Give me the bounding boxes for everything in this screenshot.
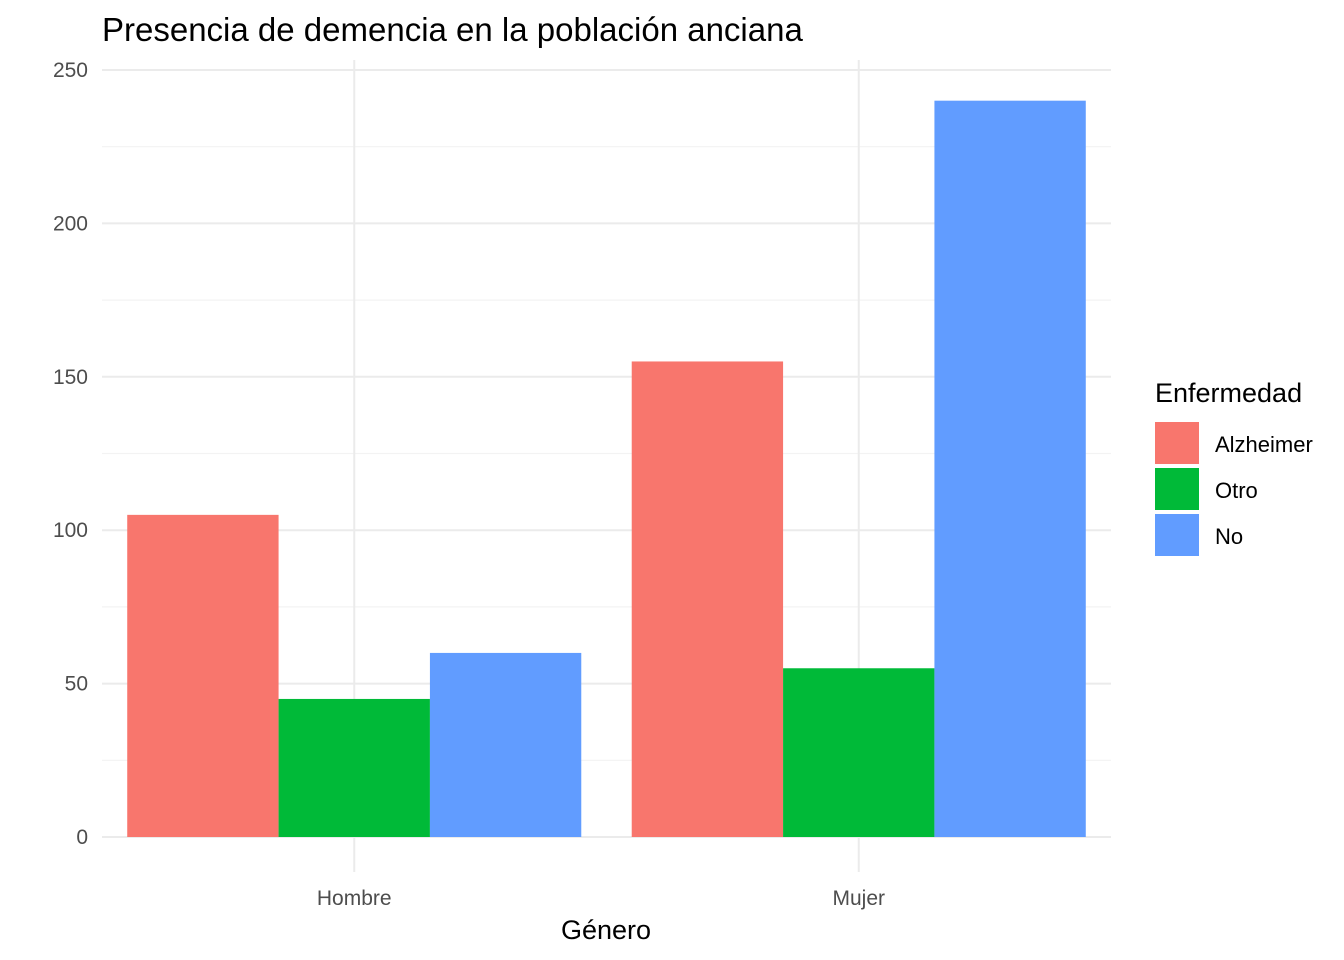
y-tick-label: 50 — [65, 673, 88, 696]
y-tick-label: 0 — [76, 826, 88, 849]
bar-otro-mujer — [783, 668, 935, 837]
legend-label-no: No — [1215, 524, 1243, 549]
bar-no-mujer — [934, 100, 1086, 838]
bar-otro-hombre — [278, 698, 430, 837]
legend: Enfermedad Alzheimer Otro No — [1155, 378, 1313, 556]
x-tick-label: Mujer — [832, 887, 885, 910]
y-tick-label: 150 — [53, 366, 88, 389]
legend-key-alzheimer — [1155, 422, 1199, 464]
bars — [127, 100, 1086, 838]
legend-label-alzheimer: Alzheimer — [1215, 432, 1313, 457]
y-tick-label: 250 — [53, 59, 88, 82]
bar-alzheimer-hombre — [127, 514, 279, 837]
y-tick-label: 200 — [53, 212, 88, 235]
legend-title: Enfermedad — [1155, 378, 1302, 408]
bar-alzheimer-mujer — [631, 361, 784, 837]
legend-key-no — [1155, 514, 1199, 556]
legend-key-otro — [1155, 468, 1199, 510]
x-tick-label: Hombre — [317, 887, 392, 910]
y-axis-tick-labels: 0 50 100 150 200 250 — [53, 59, 88, 849]
chart-title: Presencia de demencia en la población an… — [102, 11, 803, 48]
bar-no-hombre — [429, 652, 582, 837]
x-axis-title: Género — [561, 915, 651, 945]
x-axis-tick-labels: Hombre Mujer — [317, 887, 885, 910]
y-tick-label: 100 — [53, 519, 88, 542]
legend-label-otro: Otro — [1215, 478, 1258, 503]
